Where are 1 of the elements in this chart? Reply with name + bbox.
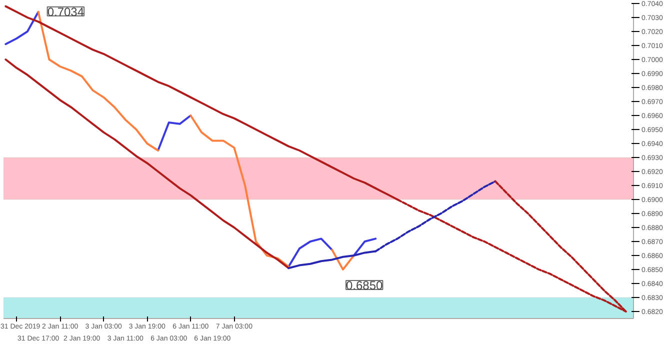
annotation: 0.6850 [346, 278, 384, 292]
